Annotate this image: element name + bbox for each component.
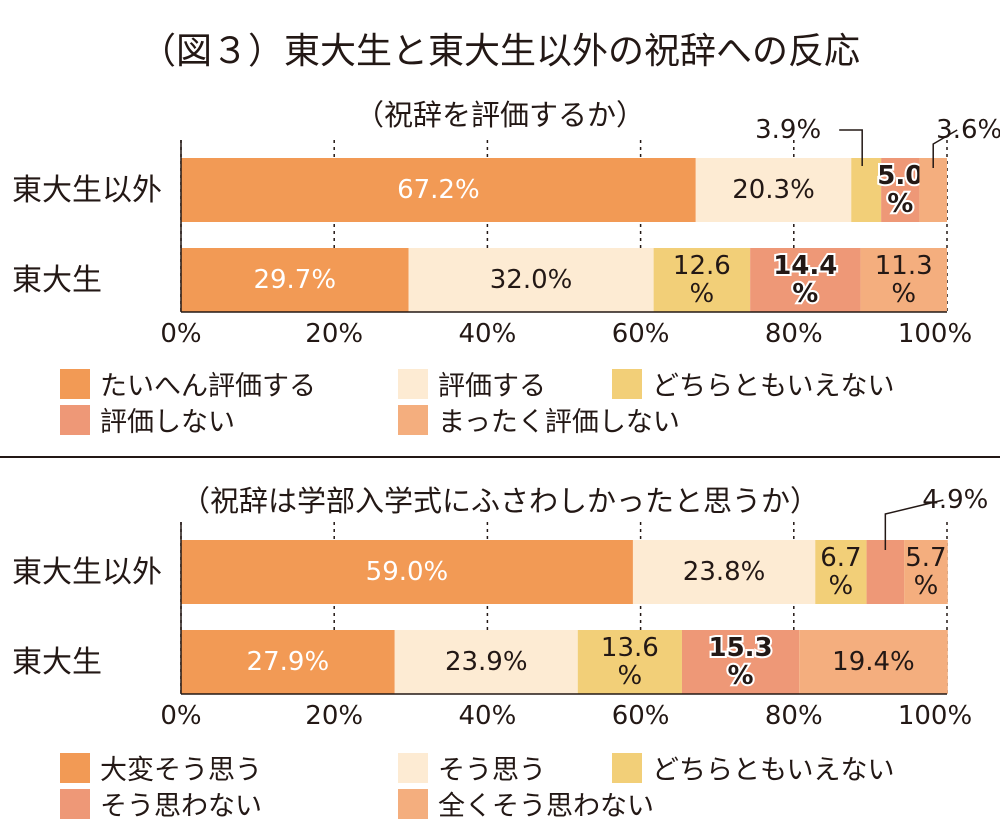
bar-segment	[394, 630, 578, 694]
data-label: 23.8%	[683, 557, 766, 587]
data-label: 4.9%	[922, 485, 988, 515]
legend-item: 大変そう思う	[60, 748, 262, 787]
legend-label: まったく評価しない	[438, 407, 680, 438]
leader-line	[884, 499, 944, 550]
x-tick-label: 60%	[612, 701, 670, 731]
legend-item: そう思う	[398, 748, 546, 787]
data-label: 59.0%	[366, 557, 449, 587]
legend-swatch	[60, 788, 90, 819]
bar-segment	[653, 248, 751, 312]
legend-swatch	[612, 368, 642, 399]
bar-segment	[577, 630, 682, 694]
category-label: 東大生以外	[12, 173, 162, 208]
bar-segment	[750, 248, 861, 312]
data-label: 5.7%	[905, 543, 946, 601]
category-label: 東大生以外	[12, 555, 162, 590]
legend-swatch	[612, 752, 642, 783]
category-label: 東大生	[12, 645, 102, 680]
bar-segment	[695, 158, 852, 222]
x-tick-label: 60%	[612, 319, 670, 349]
bar-segment	[881, 158, 920, 222]
legend-item: 評価する	[398, 364, 546, 403]
bar-segment	[181, 158, 696, 222]
legend-swatch	[398, 368, 428, 399]
bar-segment	[860, 248, 947, 312]
x-tick-label: 20%	[305, 319, 363, 349]
legend-swatch	[60, 368, 90, 399]
legend-swatch	[398, 404, 428, 435]
legend-item: どちらともいえない	[612, 748, 894, 787]
x-tick-label: 20%	[305, 701, 363, 731]
bar-segment	[681, 630, 800, 694]
x-tick-label: 80%	[765, 319, 823, 349]
data-label: 12.6%	[673, 251, 731, 309]
bar-segment	[181, 248, 409, 312]
legend-item: 評価しない	[60, 400, 235, 439]
legend-swatch	[398, 752, 428, 783]
bar-segment	[866, 540, 905, 604]
data-label: 27.9%	[247, 647, 330, 677]
legend-item: どちらともいえない	[612, 364, 894, 403]
legend-label: どちらともいえない	[652, 371, 895, 402]
x-tick-label: 40%	[459, 701, 517, 731]
chart1-subtitle: （祝辞を評価するか）	[354, 98, 645, 132]
data-label: 32.0%	[490, 265, 573, 295]
data-label: 19.4%	[832, 647, 915, 677]
bar-segment	[632, 540, 816, 604]
leader-line	[932, 129, 958, 168]
bar-segment	[851, 158, 882, 222]
bar-segment	[181, 540, 633, 604]
legend-item: たいへん評価する	[60, 364, 316, 403]
x-tick-label: 100%	[898, 319, 972, 349]
data-label: 67.2%	[397, 175, 480, 205]
bar-segment	[408, 248, 654, 312]
x-tick-label: 100%	[898, 701, 972, 731]
legend-item: 全くそう思わない	[398, 784, 654, 823]
data-label: 3.9%	[755, 115, 821, 145]
legend-label: そう思わない	[100, 791, 262, 822]
figure-title: （図３）東大生と東大生以外の祝辞への反応	[139, 31, 860, 72]
data-label: 15.3%	[708, 633, 772, 691]
legend-label: 評価しない	[100, 407, 235, 438]
legend-label: たいへん評価する	[100, 371, 316, 402]
x-tick-label: 80%	[765, 701, 823, 731]
bar-segment	[799, 630, 948, 694]
data-label: 23.9%	[445, 647, 528, 677]
x-tick-label: 0%	[160, 319, 201, 349]
data-label: 5.0%	[877, 161, 923, 219]
legend-label: 大変そう思う	[100, 755, 262, 786]
data-label: 20.3%	[732, 175, 815, 205]
section-divider	[0, 456, 1000, 458]
bar-segment	[904, 540, 948, 604]
bar-segment	[181, 630, 395, 694]
data-label: 6.7%	[820, 543, 861, 601]
x-tick-label: 0%	[160, 701, 201, 731]
legend-label: そう思う	[438, 755, 546, 786]
chart2-subtitle: （祝辞は学部入学式にふさわしかったと思うか）	[180, 484, 819, 518]
legend-label: 評価する	[438, 371, 546, 402]
data-label: 29.7%	[253, 265, 336, 295]
legend-swatch	[60, 404, 90, 435]
data-label: 14.4%	[773, 251, 837, 309]
bar-segment	[919, 158, 947, 222]
data-label: 11.3%	[875, 251, 933, 309]
leader-line	[839, 129, 863, 166]
data-label: 13.6%	[601, 633, 659, 691]
category-label: 東大生	[12, 263, 102, 298]
legend-label: 全くそう思わない	[438, 791, 654, 822]
legend-label: どちらともいえない	[652, 755, 895, 786]
legend-swatch	[60, 752, 90, 783]
legend-item: まったく評価しない	[398, 400, 680, 439]
bar-segment	[815, 540, 867, 604]
legend-item: そう思わない	[60, 784, 262, 823]
legend-swatch	[398, 788, 428, 819]
data-label: 3.6%	[936, 115, 1000, 145]
x-tick-label: 40%	[459, 319, 517, 349]
